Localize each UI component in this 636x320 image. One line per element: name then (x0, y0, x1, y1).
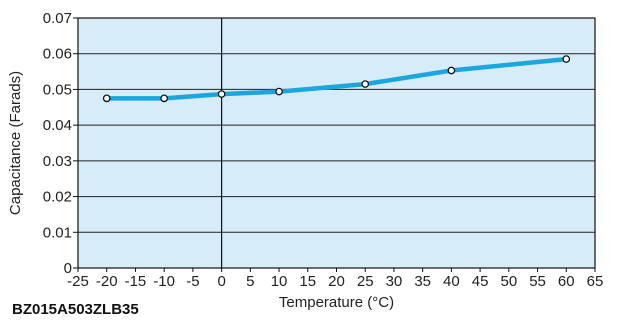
y-tick-label: 0.02 (43, 189, 72, 206)
y-tick-label: 0.04 (43, 117, 72, 134)
x-tick-label: 5 (246, 273, 254, 290)
data-point (102, 94, 111, 103)
x-tick-label: 25 (357, 273, 374, 290)
x-tick-labels: -25 -20 -15 -10 -5 0 5 10 15 20 25 30 35 40 45 50 55 60 65 (67, 268, 603, 290)
x-tick-label: 10 (271, 273, 288, 290)
data-point (361, 80, 370, 88)
grid-lines (78, 53, 595, 233)
x-tick-label: 35 (414, 273, 431, 290)
y-tick-labels: 0 0.01 0.02 0.03 0.04 0.05 0.06 0.07 (43, 10, 78, 277)
x-tick-label: 55 (529, 273, 546, 290)
series-group (102, 55, 571, 103)
x-tick-label: -25 (67, 273, 89, 290)
y-tick-label: 0 (64, 260, 72, 277)
x-tick-label: 50 (500, 273, 517, 290)
x-tick-label: 65 (587, 273, 604, 290)
y-tick-label: 0.07 (43, 10, 72, 27)
x-tick-label: -20 (96, 273, 118, 290)
x-axis-label: Temperature (°C) (279, 294, 394, 311)
x-tick-label: -10 (153, 273, 175, 290)
x-tick-label: 0 (217, 273, 225, 290)
data-point (562, 55, 571, 63)
plot-area (78, 18, 595, 268)
x-tick-label: 15 (299, 273, 316, 290)
data-point (160, 94, 169, 103)
data-point (447, 66, 456, 75)
x-tick-label: 20 (328, 273, 345, 290)
x-tick-label: 40 (443, 273, 460, 290)
data-point (275, 87, 283, 96)
y-tick-label: 0.01 (43, 224, 72, 241)
x-tick-label: 30 (386, 273, 403, 290)
y-tick-label: 0.06 (43, 46, 72, 63)
part-number-label: BZ015A503ZLB35 (12, 301, 139, 318)
data-point (217, 90, 226, 98)
y-axis-label: Capacitance (Farads) (7, 71, 24, 215)
x-tick-label: -15 (125, 273, 147, 290)
y-tick-label: 0.03 (43, 153, 72, 170)
y-tick-label: 0.05 (43, 81, 72, 98)
x-tick-label: 60 (558, 273, 575, 290)
x-tick-label: -5 (186, 273, 199, 290)
x-tick-label: 45 (472, 273, 489, 290)
